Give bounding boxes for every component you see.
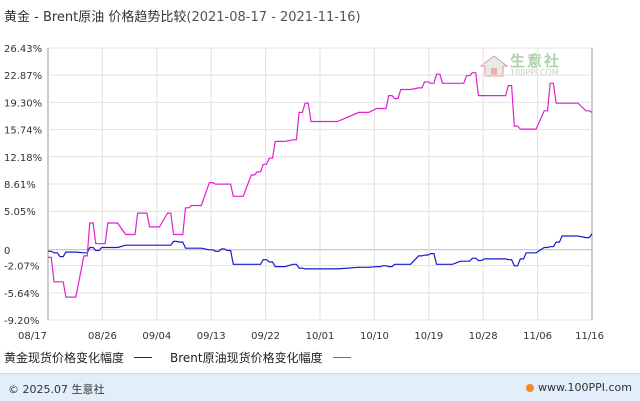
copyright-text: © 2025.07 生意社 — [8, 383, 105, 396]
y-tick-label: -2.07% — [4, 262, 39, 273]
x-tick-label: 10/28 — [469, 331, 498, 342]
y-tick-label: 26.43% — [4, 44, 42, 55]
x-tick-label: 09/13 — [197, 331, 226, 342]
x-tick-label: 10/01 — [306, 331, 335, 342]
y-tick-label: 19.30% — [4, 98, 42, 109]
series-line-gold — [48, 233, 593, 270]
series-line-brent — [48, 72, 593, 298]
x-tick-label: 08/26 — [88, 331, 117, 342]
x-tick-label: 11/16 — [575, 331, 604, 342]
footer-bar: © 2025.07 生意社 www.100PPI.com — [0, 373, 640, 401]
x-tick-label: 08/17 — [18, 331, 47, 342]
x-tick-label: 09/22 — [251, 331, 280, 342]
y-tick-label: -5.64% — [4, 289, 39, 300]
y-tick-label: 8.61% — [4, 180, 36, 191]
y-tick-label: 15.74% — [4, 126, 42, 137]
x-tick-label: 10/10 — [360, 331, 389, 342]
legend-swatch-gold — [134, 357, 153, 358]
site-url: www.100PPI.com — [538, 381, 632, 394]
legend-swatch-brent — [332, 357, 351, 358]
y-tick-label: 12.18% — [4, 153, 42, 164]
x-tick-label: 10/19 — [414, 331, 443, 342]
chart-legend: 黄金现货价格变化幅度 Brent原油现货价格变化幅度 — [4, 349, 369, 366]
y-tick-label: 22.87% — [4, 71, 42, 82]
chart-title-text: 黄金 - Brent原油 价格趋势比较 — [4, 10, 187, 25]
x-tick-label: 11/06 — [523, 331, 552, 342]
site-link[interactable]: www.100PPI.com — [526, 381, 632, 394]
legend-label-gold: 黄金现货价格变化幅度 — [4, 351, 125, 365]
chart-title: 黄金 - Brent原油 价格趋势比较(2021-08-17 - 2021-11… — [4, 6, 361, 25]
legend-item-brent: Brent原油现货价格变化幅度 — [170, 349, 359, 366]
legend-item-gold: 黄金现货价格变化幅度 — [4, 349, 160, 366]
x-tick-label: 09/04 — [142, 331, 171, 342]
site-dot-icon — [526, 383, 535, 392]
chart-series — [48, 72, 593, 298]
y-tick-label: -9.20% — [4, 316, 39, 327]
y-axis-ticks: 26.43% 22.87% 19.30% 15.74% 12.18% 8.61% 5.05%… — [4, 44, 42, 327]
watermark-url: 100PPI.COM — [510, 68, 559, 77]
x-axis-ticks: 08/17 08/26 09/04 09/13 09/22 10/01 10/10 10/19… — [18, 331, 604, 342]
y-tick-label: 0 — [4, 246, 10, 257]
chart-grid — [47, 47, 593, 321]
line-chart: 26.43% 22.87% 19.30% 15.74% 12.18% 8.61% 5.05%… — [4, 44, 604, 342]
legend-label-brent: Brent原油现货价格变化幅度 — [170, 351, 323, 365]
chart-date-range: (2021-08-17 - 2021-11-16) — [186, 10, 361, 25]
y-tick-label: 5.05% — [4, 207, 36, 218]
watermark-name: 生意社 — [510, 52, 562, 70]
